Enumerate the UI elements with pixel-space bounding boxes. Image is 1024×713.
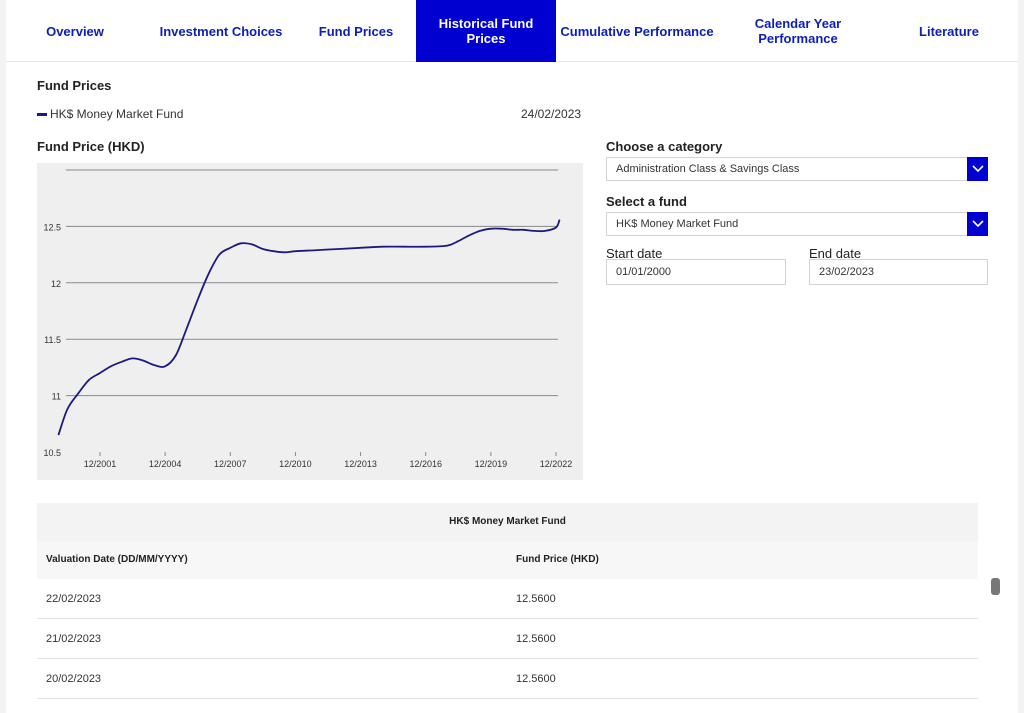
x-tick-label: 12/2010	[279, 459, 312, 469]
series-line	[57, 219, 561, 436]
y-tick-label: 10.5	[43, 448, 61, 458]
legend-swatch	[37, 112, 47, 116]
table-row: 22/02/2023 12.5600	[37, 579, 978, 619]
chart-title: Fund Price (HKD)	[37, 139, 145, 154]
end-date-label: End date	[809, 246, 862, 261]
column-header-date[interactable]: Valuation Date (DD/MM/YYYY)	[46, 554, 188, 565]
row-price: 12.5600	[516, 673, 556, 685]
row-date: 22/02/2023	[46, 593, 102, 605]
category-value: Administration Class & Savings Class	[616, 163, 800, 175]
tab-cumulative-performance[interactable]: Cumulative Performance	[560, 23, 714, 39]
scrollbar-thumb[interactable]	[991, 578, 1000, 595]
x-tick-label: 12/2019	[475, 459, 508, 469]
table-row: 20/02/2023 12.5600	[37, 659, 978, 699]
start-date-input[interactable]: 01/01/2000	[606, 259, 786, 285]
x-tick-label: 12/2001	[84, 459, 117, 469]
chart-svg: 10.5 11 11.5 12 12.5 12/2001 12/2004 12/2007 12/…	[43, 169, 573, 469]
x-tick-label: 12/2016	[409, 459, 442, 469]
y-tick-label: 12.5	[43, 222, 61, 232]
table-title: HK$ Money Market Fund	[37, 503, 978, 541]
tab-fund-prices[interactable]: Fund Prices	[318, 23, 394, 39]
fund-price-chart: 10.5 11 11.5 12 12.5 12/2001 12/2004 12/2007 12/…	[37, 163, 583, 480]
start-date-label: Start date	[606, 246, 663, 261]
x-tick-label: 12/2013	[344, 459, 377, 469]
row-date: 21/02/2023	[46, 633, 102, 645]
chart-legend[interactable]: HK$ Money Market Fund	[37, 107, 183, 121]
fund-dropdown-button[interactable]	[967, 212, 988, 236]
y-tick-label: 11.5	[44, 335, 61, 345]
end-date-input[interactable]: 23/02/2023	[809, 259, 988, 285]
x-tick-label: 12/2022	[540, 459, 573, 469]
category-dropdown-button[interactable]	[967, 157, 988, 181]
fund-value: HK$ Money Market Fund	[616, 218, 739, 230]
legend-fund-name: HK$ Money Market Fund	[50, 107, 184, 121]
y-tick-label: 12	[51, 279, 61, 289]
tab-calendar-year-performance[interactable]: Calendar Year Performance	[754, 16, 842, 46]
chevron-down-icon	[971, 220, 984, 228]
x-tick-label: 12/2004	[149, 459, 182, 469]
y-tick-label: 11	[52, 392, 61, 402]
category-select[interactable]: Administration Class & Savings Class	[606, 157, 988, 181]
tab-literature[interactable]: Literature	[919, 23, 979, 39]
row-price: 12.5600	[516, 593, 556, 605]
table-header: Valuation Date (DD/MM/YYYY) Fund Price (…	[37, 541, 978, 579]
fund-prices-title: Fund Prices	[37, 78, 112, 93]
row-date: 20/02/2023	[46, 673, 102, 685]
tab-overview[interactable]: Overview	[46, 23, 104, 39]
row-price: 12.5600	[516, 633, 556, 645]
chevron-down-icon	[971, 165, 984, 173]
fund-select[interactable]: HK$ Money Market Fund	[606, 212, 988, 236]
category-label: Choose a category	[606, 139, 723, 154]
page: Overview Investment Choices Fund Prices …	[6, 0, 1018, 713]
price-table: HK$ Money Market Fund Valuation Date (DD…	[37, 503, 978, 699]
tab-historical-fund-prices[interactable]: Historical Fund Prices	[416, 0, 556, 62]
fund-label: Select a fund	[606, 194, 687, 209]
top-nav: Overview Investment Choices Fund Prices …	[6, 0, 1018, 62]
table-row: 21/02/2023 12.5600	[37, 619, 978, 659]
legend-date: 24/02/2023	[521, 107, 582, 121]
column-header-price[interactable]: Fund Price (HKD)	[516, 554, 599, 565]
tab-investment-choices[interactable]: Investment Choices	[159, 23, 283, 39]
x-tick-label: 12/2007	[214, 459, 247, 469]
